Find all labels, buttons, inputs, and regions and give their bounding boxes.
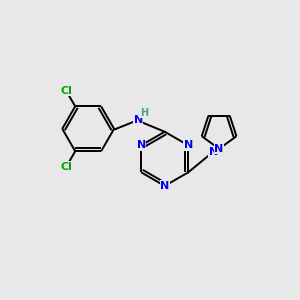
Text: Cl: Cl xyxy=(60,161,72,172)
Text: H: H xyxy=(140,108,148,118)
Text: N: N xyxy=(214,144,224,154)
Text: N: N xyxy=(208,147,218,157)
Text: N: N xyxy=(136,140,146,150)
Text: N: N xyxy=(184,140,193,150)
Text: N: N xyxy=(134,115,143,125)
Text: Cl: Cl xyxy=(60,86,72,96)
Text: N: N xyxy=(160,181,169,191)
